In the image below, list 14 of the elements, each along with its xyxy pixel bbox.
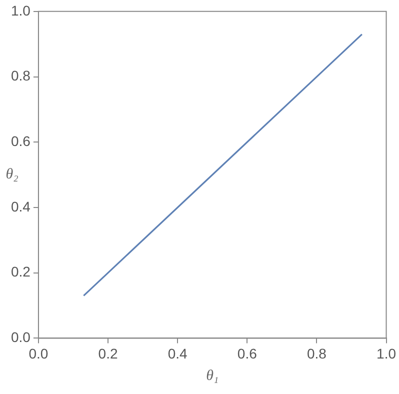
x-tick-label: 0.8 [306,345,327,362]
x-axis-title: θ₁ [206,368,219,384]
y-axis-title: θ₂ [6,166,18,183]
x-tick-label: 0.0 [28,345,48,362]
x-tick-label: 0.6 [237,345,258,362]
x-tick-label: 1.0 [376,345,396,362]
y-tick-label: 0.2 [10,264,31,280]
y-tick-label: 0.8 [10,68,31,84]
x-tick-label: 0.4 [168,345,188,362]
y-tick-label: 0.0 [10,329,31,346]
x-tick-label: 0.2 [98,345,118,362]
y-tick-label: 1.0 [10,2,31,18]
y-tick-label: 0.4 [10,198,31,214]
y-tick-label: 0.6 [10,132,31,149]
